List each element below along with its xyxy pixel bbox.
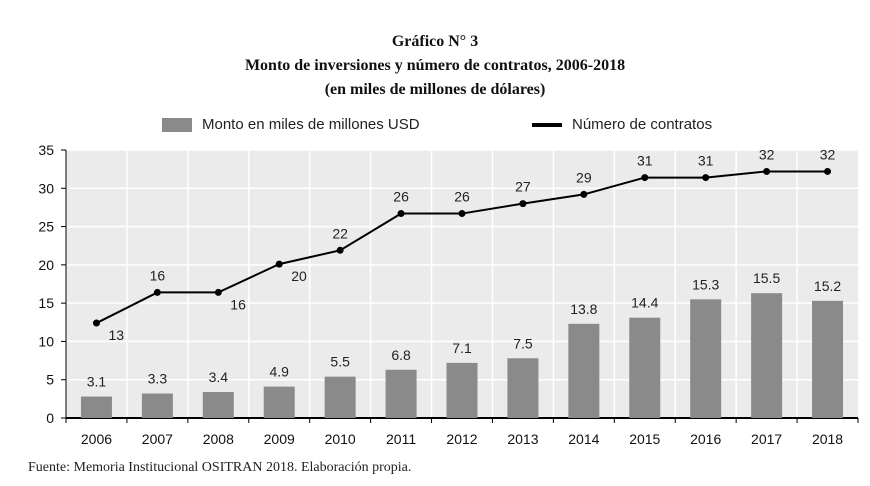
line-data-label: 32	[759, 146, 775, 162]
x-tick-label: 2007	[142, 431, 173, 447]
bar	[629, 317, 661, 418]
bar	[568, 323, 600, 418]
legend-item-line: Número de contratos	[532, 116, 712, 133]
bar-data-label: 3.3	[148, 370, 168, 386]
x-tick-label: 2008	[203, 431, 234, 447]
bar-data-label: 3.1	[87, 374, 107, 390]
y-tick-label: 35	[38, 142, 54, 158]
line-point	[641, 174, 649, 182]
x-tick-label: 2011	[386, 431, 416, 447]
y-tick-label: 25	[38, 219, 54, 235]
bar	[690, 299, 722, 418]
x-tick-label: 2006	[81, 431, 112, 447]
bar	[446, 362, 478, 418]
line-data-label: 26	[454, 189, 470, 205]
x-tick-label: 2012	[446, 431, 477, 447]
bar	[507, 358, 539, 418]
bar-data-label: 6.8	[391, 347, 411, 363]
bar-data-label: 14.4	[631, 295, 658, 311]
line-data-label: 31	[698, 153, 714, 169]
line-point	[763, 167, 771, 175]
line-data-label: 31	[637, 153, 653, 169]
y-tick-label: 30	[38, 180, 54, 196]
line-data-label: 16	[150, 267, 166, 283]
x-tick-label: 2009	[264, 431, 295, 447]
chart-legend: Monto en miles de millones USD Número de…	[0, 116, 870, 136]
chart-title-block: Gráfico N° 3 Monto de inversiones y núme…	[0, 30, 870, 102]
bar-data-label: 7.5	[513, 335, 533, 351]
line-point	[580, 190, 588, 198]
line-point	[458, 210, 466, 218]
line-point	[702, 174, 710, 182]
x-tick-label: 2016	[690, 431, 721, 447]
y-tick-label: 20	[38, 257, 54, 273]
bar	[80, 396, 112, 418]
bar-data-label: 3.4	[209, 369, 229, 385]
bar	[751, 293, 783, 418]
x-tick-label: 2010	[325, 431, 356, 447]
legend-bar-swatch	[162, 117, 192, 132]
chart-title-line-1: Gráfico N° 3	[391, 33, 479, 50]
bar	[812, 300, 844, 418]
legend-item-bars: Monto en miles de millones USD	[162, 116, 420, 133]
bar	[385, 369, 417, 418]
bar-data-label: 15.3	[692, 276, 719, 292]
bar-data-label: 15.5	[753, 270, 780, 286]
line-data-label: 26	[393, 189, 409, 205]
x-tick-label: 2017	[751, 431, 782, 447]
chart-title-line-2: Monto de inversiones y número de contrat…	[244, 57, 626, 74]
legend-line-swatch	[532, 122, 562, 127]
y-tick-label: 10	[38, 333, 54, 349]
line-data-label: 13	[108, 327, 124, 343]
bar-data-label: 7.1	[452, 340, 472, 356]
x-tick-label: 2018	[812, 431, 843, 447]
bar-data-label: 13.8	[570, 301, 597, 317]
y-tick-label: 15	[38, 295, 54, 311]
x-tick-label: 2015	[629, 431, 660, 447]
line-data-label: 29	[576, 169, 592, 185]
bar	[202, 391, 234, 418]
line-point	[397, 210, 405, 218]
line-data-label: 22	[332, 225, 348, 241]
bar-data-label: 15.2	[814, 278, 841, 294]
line-data-label: 16	[230, 296, 246, 312]
line-point	[824, 167, 832, 175]
y-tick-label: 0	[46, 410, 54, 426]
line-data-label: 20	[291, 268, 307, 284]
line-point	[92, 319, 100, 327]
line-point	[519, 200, 527, 208]
line-data-label: 32	[820, 146, 836, 162]
x-tick-label: 2014	[568, 431, 599, 447]
line-point	[336, 246, 344, 254]
line-point	[153, 288, 161, 296]
line-data-label: 27	[515, 179, 531, 195]
line-point	[275, 260, 283, 268]
bar-data-label: 4.9	[269, 364, 289, 380]
bar-data-label: 5.5	[330, 354, 350, 370]
source-note: Fuente: Memoria Institucional OSITRAN 20…	[28, 460, 412, 475]
chart-title-line-3: (en miles de millones de dólares)	[324, 81, 546, 98]
legend-label-bars: Monto en miles de millones USD	[202, 116, 420, 133]
bar	[263, 386, 295, 418]
bar	[324, 376, 356, 418]
y-tick-label: 5	[46, 372, 54, 388]
x-tick-label: 2013	[507, 431, 538, 447]
line-point	[214, 288, 222, 296]
bar	[141, 393, 173, 418]
legend-label-line: Número de contratos	[572, 116, 713, 133]
